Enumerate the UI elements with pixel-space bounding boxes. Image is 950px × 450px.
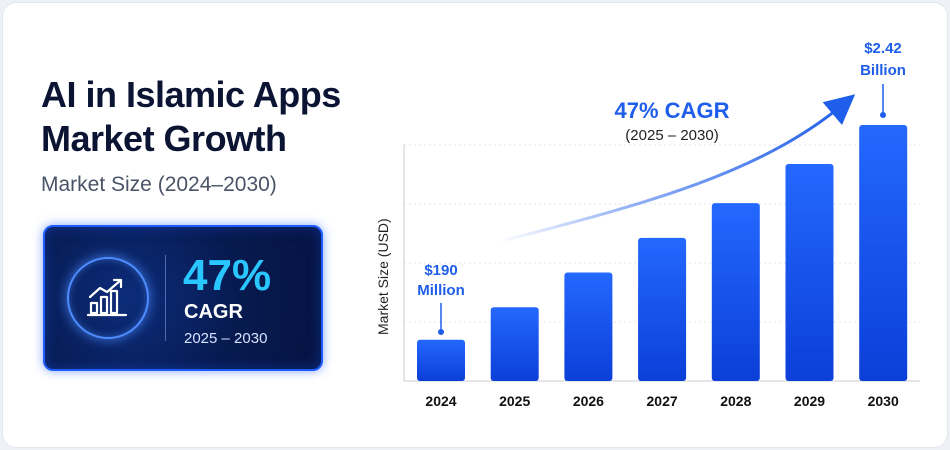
first-value: $190 xyxy=(424,262,457,279)
x-tick-2024: 2024 xyxy=(425,393,456,409)
last-unit: Billion xyxy=(860,62,906,79)
bar-2026 xyxy=(564,272,613,381)
last-leader-dot xyxy=(880,112,886,118)
page-title: AI in Islamic Apps Market Growth xyxy=(41,73,341,161)
x-tick-2029: 2029 xyxy=(794,393,825,409)
growth-arrow xyxy=(497,94,856,244)
last-value: $2.42 xyxy=(864,40,902,57)
bar-2027 xyxy=(638,237,687,381)
bar-2025 xyxy=(490,307,539,381)
title-line-2: Market Growth xyxy=(41,118,287,159)
first-leader-dot xyxy=(438,329,444,335)
kpi-label: CAGR xyxy=(184,301,243,323)
x-tick-2026: 2026 xyxy=(573,393,604,409)
x-tick-2030: 2030 xyxy=(868,393,899,409)
first-value-label: $190 Million xyxy=(417,262,465,335)
cagr-annotation-range: (2025 – 2030) xyxy=(625,127,718,144)
kpi-value: 47% xyxy=(183,251,272,300)
bar-2029 xyxy=(785,164,834,381)
bar-2024 xyxy=(417,339,465,381)
x-tick-2027: 2027 xyxy=(647,393,678,409)
cagr-annotation: 47% CAGR xyxy=(615,98,730,123)
cagr-kpi-card: 47% CAGR 2025 – 2030 xyxy=(43,225,323,371)
x-tick-2025: 2025 xyxy=(499,393,530,409)
title-line-1: AI in Islamic Apps xyxy=(41,74,341,115)
bar-2030 xyxy=(859,125,908,381)
first-unit: Million xyxy=(417,282,465,299)
grid-lines xyxy=(404,144,920,323)
last-value-label: $2.42 Billion xyxy=(860,40,906,118)
bar-2028 xyxy=(711,203,760,381)
kpi-divider xyxy=(165,255,166,341)
page-subtitle: Market Size (2024–2030) xyxy=(41,173,277,196)
growth-chart-icon xyxy=(67,257,149,339)
kpi-range: 2025 – 2030 xyxy=(184,330,268,347)
x-tick-2028: 2028 xyxy=(720,393,751,409)
